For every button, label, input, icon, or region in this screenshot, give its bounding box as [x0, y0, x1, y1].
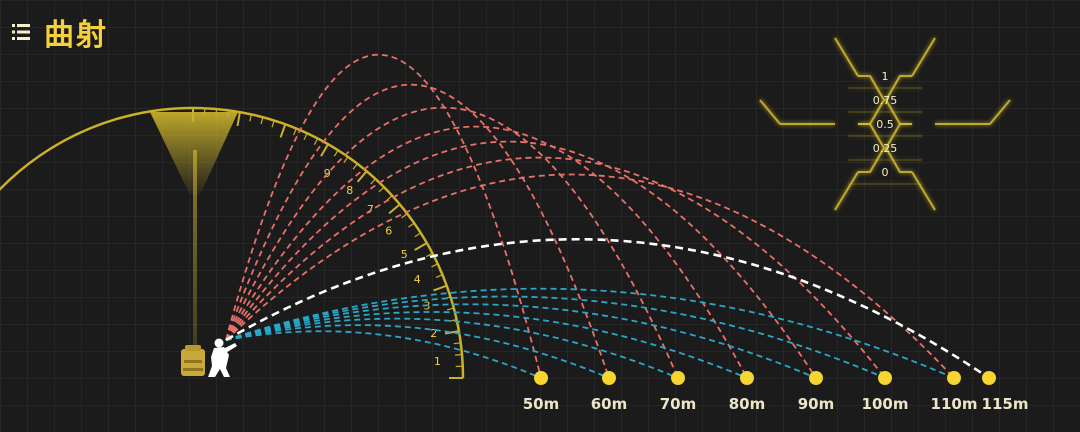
- gauge-tick: [378, 186, 385, 193]
- gauge-tick: [313, 138, 319, 145]
- target-dot: [947, 371, 961, 385]
- gauge-tick: [226, 110, 229, 118]
- gauge-ticks: [192, 108, 463, 379]
- gauge-tick: [449, 319, 457, 322]
- gauge-tick: [454, 353, 463, 356]
- flat-trajectories: [225, 287, 955, 379]
- target-distance-label: 90m: [798, 395, 835, 413]
- level-label: 1: [882, 70, 889, 83]
- menu-icon[interactable]: [10, 21, 32, 43]
- gauge-tick: [414, 232, 422, 238]
- crouching-soldier-icon: [208, 338, 237, 377]
- header: 曲射: [10, 10, 108, 54]
- gauge-stem: [193, 150, 197, 350]
- flat-trajectory: [225, 324, 610, 379]
- gauge-tick: [435, 274, 443, 278]
- gauge-tick: [260, 117, 264, 125]
- high-trajectory: [225, 53, 542, 379]
- target-dot: [740, 371, 754, 385]
- gauge-tick-label: 1: [434, 355, 441, 368]
- gauge-tick: [293, 128, 297, 136]
- level-indicator: [759, 37, 1011, 211]
- target-dot: [809, 371, 823, 385]
- high-trajectories: [225, 53, 955, 379]
- gauge-tick: [446, 307, 454, 311]
- gauge-tick: [388, 203, 401, 215]
- gauge-tick-label: 8: [346, 184, 353, 197]
- gauge-tick: [343, 156, 349, 163]
- backpack-icon: [181, 345, 205, 376]
- gauge-tick: [414, 242, 428, 251]
- flat-trajectory: [225, 295, 886, 379]
- level-label: 0.5: [876, 118, 894, 131]
- gauge-tick: [352, 163, 358, 170]
- target-distance-label: 115m: [982, 395, 1029, 413]
- target-distance-label: 100m: [862, 395, 909, 413]
- max-range-trajectory: [225, 237, 990, 380]
- high-trajectory: [225, 140, 817, 379]
- target-dot: [982, 371, 996, 385]
- target-dot: [602, 371, 616, 385]
- gauge-tick-label: 2: [430, 327, 437, 340]
- gauge-tick-label: 4: [414, 273, 421, 286]
- gauge-tick: [236, 111, 241, 127]
- flat-trajectory: [225, 303, 817, 379]
- gauge-tick: [408, 222, 415, 228]
- gauge-tick: [303, 133, 308, 140]
- high-trajectory: [225, 106, 679, 379]
- target-distance-label: 50m: [523, 395, 560, 413]
- gauge-tick: [431, 263, 438, 268]
- high-trajectory: [225, 156, 886, 379]
- high-trajectory: [225, 173, 955, 379]
- target-distance-label: 80m: [729, 395, 766, 413]
- high-trajectory: [225, 125, 748, 379]
- gauge-tick: [279, 123, 287, 138]
- target-distance-label: 110m: [931, 395, 978, 413]
- gauge-tick: [249, 114, 252, 122]
- gauge-tick: [271, 120, 275, 128]
- gauge-tick: [333, 149, 339, 157]
- gauge-tick: [444, 330, 460, 335]
- flat-trajectory: [225, 330, 542, 379]
- gauge-tick: [320, 143, 329, 157]
- flat-trajectory: [225, 317, 679, 379]
- gauge-arc: [0, 106, 465, 379]
- gauge-tick-label: 5: [401, 248, 408, 261]
- gauge-tick-label: 6: [385, 225, 392, 238]
- gauge-tick: [215, 108, 218, 117]
- gauge-tick: [426, 252, 433, 258]
- flat-trajectory: [225, 287, 955, 379]
- target-dot: [671, 371, 685, 385]
- high-trajectory: [225, 83, 610, 379]
- target-dot: [534, 371, 548, 385]
- page-title: 曲射: [44, 18, 108, 53]
- player: [181, 338, 237, 377]
- gauge-tick: [453, 342, 461, 345]
- gauge-tick: [401, 213, 408, 219]
- flat-trajectory: [225, 311, 748, 379]
- level-label: 0: [882, 166, 889, 179]
- target-distance-label: 60m: [591, 395, 628, 413]
- target-distance-label: 70m: [660, 395, 697, 413]
- gauge-tick-label: 7: [367, 203, 374, 216]
- level-label: 0.75: [873, 94, 898, 107]
- level-label: 0.25: [873, 142, 898, 155]
- target-dot: [878, 371, 892, 385]
- max-trajectory: [225, 237, 990, 380]
- level-labels: 1 0.75 0.5 0.25 0: [873, 70, 898, 179]
- gauge-tick: [370, 178, 376, 185]
- target-markers: 50m 60m 70m 80m 90m 100m 110m 115m: [523, 371, 1029, 413]
- gauge-tick: [433, 284, 448, 292]
- gauge-tick: [356, 170, 368, 183]
